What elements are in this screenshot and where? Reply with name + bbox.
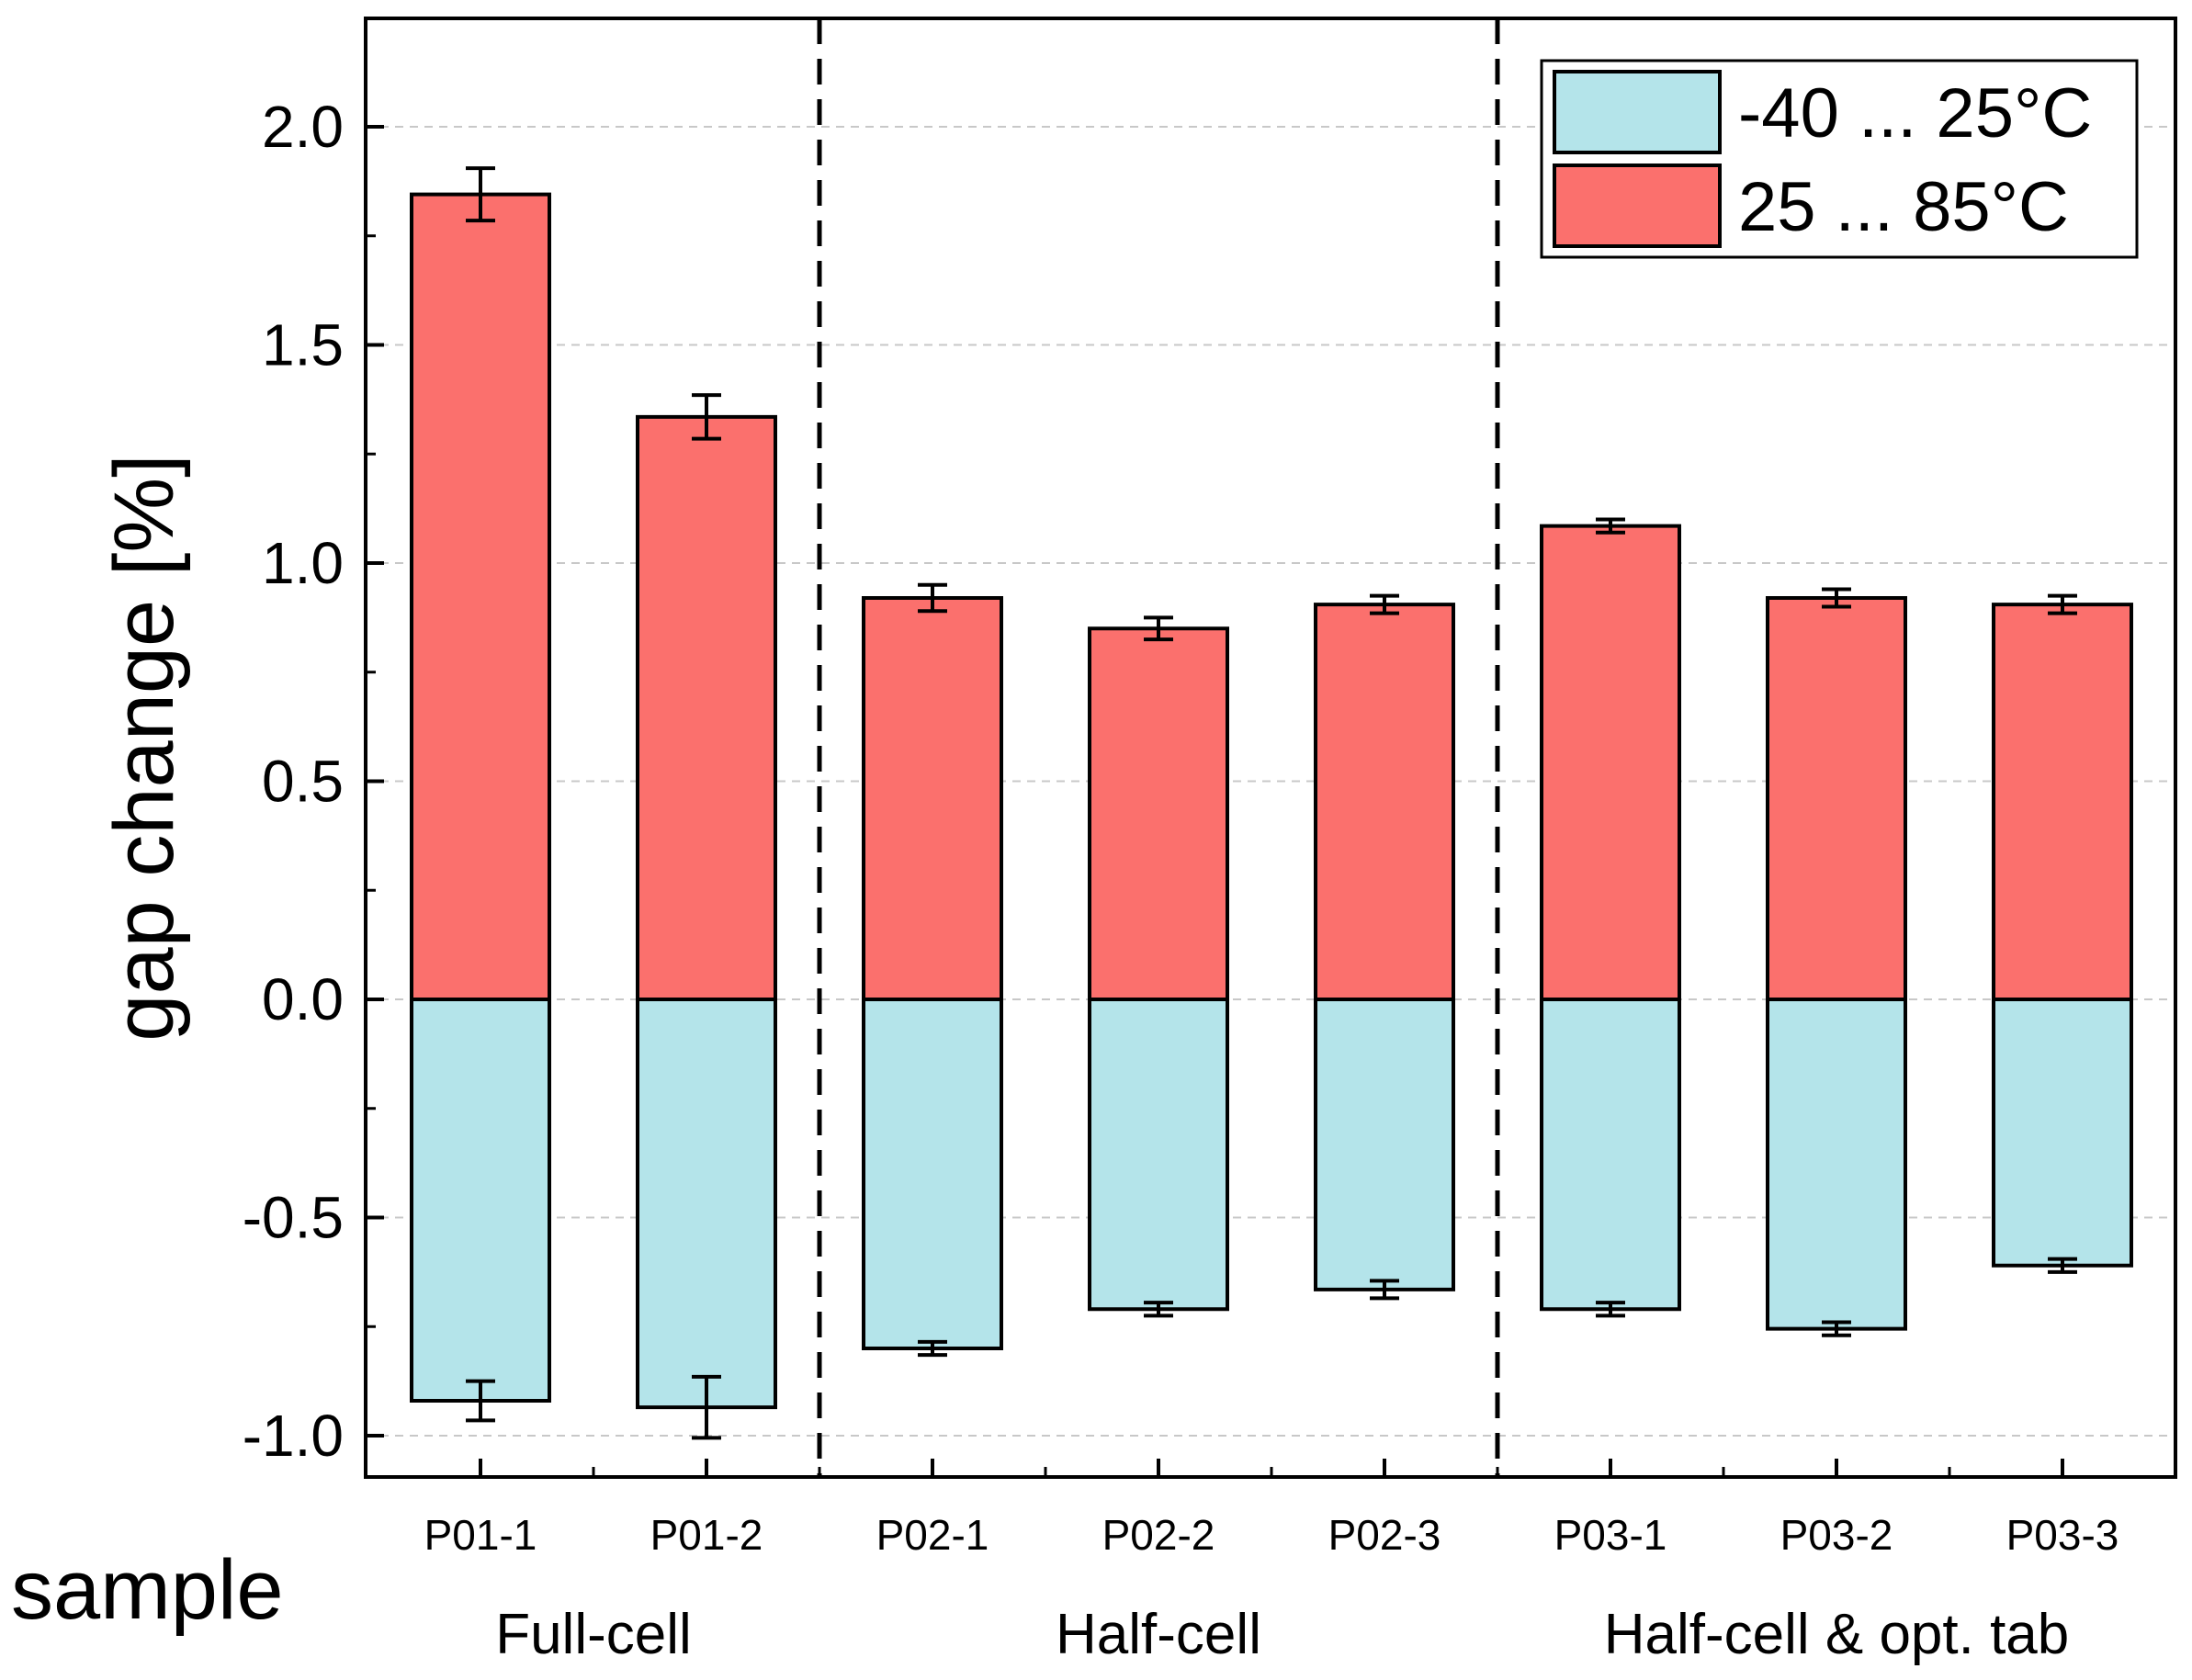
group-label: Full-cell: [495, 1603, 692, 1666]
x-tick-label: P02-1: [876, 1511, 989, 1559]
bar-low-P02-2: [1088, 998, 1229, 1312]
bars: [410, 192, 2133, 1410]
group-label: Half-cell & opt. tab: [1604, 1603, 2070, 1666]
x-tick-label: P01-2: [650, 1511, 763, 1559]
y-tick-label: 1.5: [262, 312, 344, 378]
bar-low-P01-1: [410, 998, 551, 1403]
bar-high-P02-3: [1314, 603, 1455, 1001]
y-tick-label: 0.0: [262, 966, 344, 1032]
y-tick-label: -1.0: [243, 1403, 344, 1469]
bar-low-P01-2: [636, 998, 777, 1410]
x-tick-label: P03-3: [2006, 1511, 2119, 1559]
bar-low-P03-3: [1992, 998, 2133, 1268]
x-tick-label: P01-1: [424, 1511, 537, 1559]
x-tick-label: P03-1: [1554, 1511, 1667, 1559]
legend: -40 ... 25°C 25 ... 85°C: [1540, 59, 2139, 259]
group-label: Half-cell: [1056, 1603, 1261, 1666]
bar-low-P02-1: [862, 998, 1003, 1350]
y-axis-title: gap change [%]: [97, 454, 191, 1041]
bar-low-P03-1: [1540, 998, 1681, 1312]
bar-low-P03-2: [1766, 998, 1907, 1331]
x-axis-title: sample: [11, 1543, 284, 1637]
error-bars: [466, 166, 2077, 1440]
bar-high-P03-1: [1540, 524, 1681, 1001]
bar-high-P03-3: [1992, 603, 2133, 1001]
legend-swatch-high: [1553, 163, 1722, 248]
bar-low-P02-3: [1314, 998, 1455, 1291]
y-tick-label: -0.5: [243, 1185, 344, 1251]
legend-label-high: 25 ... 85°C: [1738, 168, 2069, 246]
group-dividers: [817, 18, 1500, 1477]
axis-ticks: [366, 125, 2064, 1477]
bar-high-P03-2: [1766, 596, 1907, 1001]
x-tick-label: P02-2: [1102, 1511, 1215, 1559]
axis-labels: -1.0 -0.5 0.0 0.5 1.0 1.5 2.0 P01-1 P01-2 P02-1 P0…: [243, 94, 2119, 1666]
x-tick-label: P02-3: [1328, 1511, 1441, 1559]
legend-label-low: -40 ... 25°C: [1738, 74, 2092, 152]
bar-high-P02-1: [862, 596, 1003, 1001]
y-tick-label: 2.0: [262, 94, 344, 160]
y-tick-label: 1.0: [262, 530, 344, 596]
bar-high-P02-2: [1088, 626, 1229, 1001]
bar-high-P01-1: [410, 192, 551, 1001]
legend-swatch-low: [1553, 70, 1722, 154]
y-tick-label: 0.5: [262, 749, 344, 815]
x-tick-label: P03-2: [1780, 1511, 1893, 1559]
bar-high-P01-2: [636, 414, 777, 1001]
